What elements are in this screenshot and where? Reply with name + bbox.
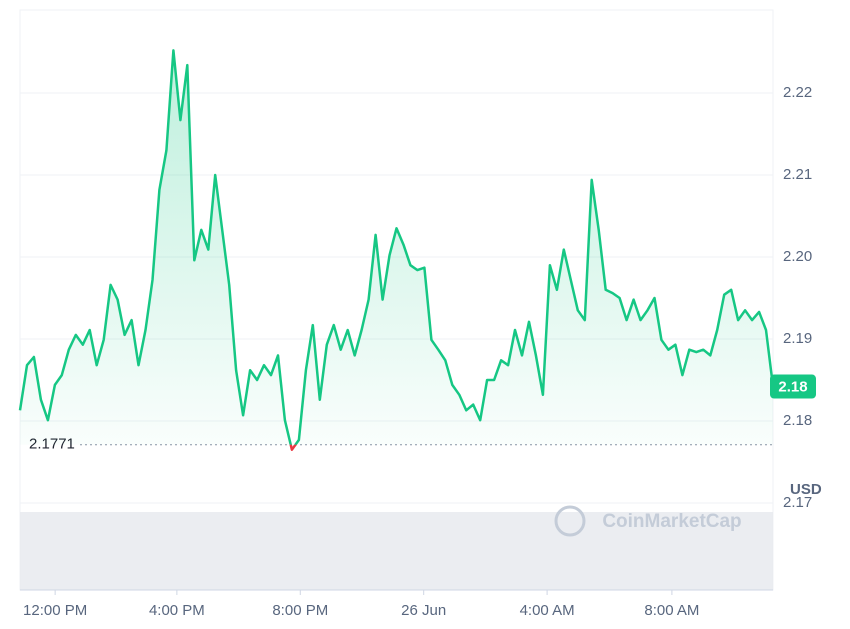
watermark-logo [554, 505, 586, 537]
x-tick-label: 8:00 PM [272, 602, 328, 619]
x-tick-label: 4:00 PM [149, 602, 205, 619]
y-axis-label: USD [790, 481, 822, 498]
watermark: CoinMarketCap [602, 511, 741, 532]
area [20, 50, 773, 450]
last-price-tag [770, 374, 816, 399]
price-line [18, 49, 775, 445]
x-tick-label: 4:00 AM [520, 602, 575, 619]
y-tick-label: 2.21 [783, 166, 812, 183]
x-tick-label: 26 Jun [401, 602, 446, 619]
y-tick-label: 2.22 [783, 84, 812, 101]
volume-area [20, 512, 773, 590]
y-tick-label: 2.20 [783, 248, 812, 265]
x-tick-label: 8:00 AM [644, 602, 699, 619]
last-price-label: 2.18 [778, 379, 807, 396]
y-tick-label: 2.18 [783, 412, 812, 429]
y-tick-label: 2.17 [783, 494, 812, 511]
x-tick-label: 12:00 PM [23, 602, 87, 619]
y-tick-label: 2.19 [783, 330, 812, 347]
